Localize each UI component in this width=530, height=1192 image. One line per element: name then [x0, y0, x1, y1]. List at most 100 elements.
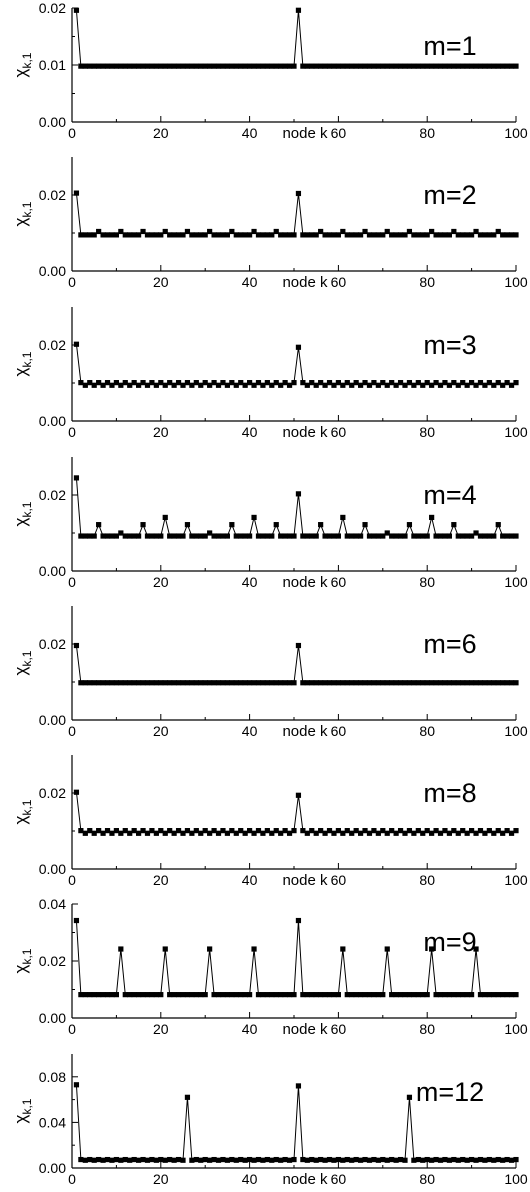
data-point: [109, 533, 115, 539]
data-point: [429, 63, 435, 69]
data-point: [500, 830, 506, 836]
data-point: [366, 1157, 373, 1163]
data-point: [295, 190, 302, 197]
data-point: [500, 533, 506, 539]
data-point: [433, 828, 439, 834]
data-point: [247, 232, 253, 238]
x-axis-label: node k: [282, 872, 328, 889]
data-point: [153, 533, 159, 539]
data-point: [273, 992, 279, 998]
data-point: [247, 992, 253, 998]
data-point: [429, 228, 435, 235]
data-point: [260, 63, 266, 69]
data-point: [322, 63, 328, 69]
data-point: [260, 680, 266, 686]
data-point: [473, 382, 479, 388]
data-point: [420, 680, 426, 686]
data-point: [229, 380, 235, 386]
data-point: [118, 530, 124, 536]
data-point: [446, 382, 452, 388]
data-point: [335, 63, 341, 69]
data-point: [136, 1157, 142, 1163]
data-point: [242, 1157, 248, 1163]
data-point: [411, 680, 417, 686]
data-point: [402, 830, 408, 836]
data-point: [91, 533, 97, 539]
data-point: [260, 830, 266, 836]
data-point: [260, 533, 266, 539]
data-point: [220, 533, 226, 539]
data-point: [442, 63, 448, 69]
data-point: [513, 992, 519, 998]
data-point: [397, 828, 404, 834]
data-point: [78, 828, 84, 834]
data-point: [91, 63, 97, 69]
data-point: [495, 522, 501, 528]
x-tick-label: 0: [68, 125, 76, 141]
chart-panel-8: 0 20 40 60 80 100 0.00 0.04 0.08 χk,1 node k m=12: [11, 1054, 528, 1188]
data-point: [349, 382, 355, 388]
y-axis-subscript: k,1: [20, 201, 34, 217]
data-point: [504, 680, 510, 686]
data-point: [286, 382, 293, 388]
y-axis-label: χk,1: [11, 948, 34, 973]
y-tick-label: 0.02: [39, 953, 66, 969]
x-axis-label: node k: [282, 274, 328, 291]
data-point: [193, 533, 199, 539]
data-point: [113, 828, 119, 834]
data-point: [446, 1157, 452, 1163]
data-point: [384, 680, 390, 686]
data-point: [136, 382, 142, 388]
data-point: [442, 828, 448, 834]
y-axis-label: χk,1: [11, 799, 34, 824]
data-point: [513, 680, 519, 686]
data-point: [247, 680, 253, 686]
data-point: [420, 992, 426, 998]
data-point: [433, 63, 439, 69]
x-axis-label: node k: [282, 1021, 328, 1038]
data-point: [326, 63, 333, 69]
data-point: [424, 63, 430, 69]
data-point: [429, 382, 435, 388]
data-point: [122, 380, 128, 386]
data-point: [282, 533, 288, 539]
data-point: [122, 680, 128, 686]
x-tick-label: 80: [419, 1021, 435, 1037]
data-point: [344, 63, 350, 69]
data-point: [189, 63, 195, 69]
data-point: [211, 1156, 217, 1163]
data-point: [495, 380, 501, 386]
data-point: [109, 992, 115, 998]
data-point: [464, 830, 470, 836]
data-point: [144, 680, 151, 686]
data-point: [118, 680, 124, 686]
data-point: [406, 228, 413, 235]
data-point: [158, 680, 164, 686]
data-point: [464, 232, 470, 238]
data-point: [326, 380, 333, 386]
data-point: [260, 232, 266, 238]
data-point: [300, 680, 306, 686]
data-point: [469, 380, 475, 386]
panel-label: m=8: [423, 778, 476, 808]
data-point: [353, 380, 359, 386]
data-point: [251, 946, 257, 952]
x-tick-label: 20: [153, 125, 169, 141]
data-point: [420, 533, 426, 539]
data-point: [504, 63, 510, 69]
data-point: [340, 830, 346, 836]
data-point: [469, 533, 475, 539]
data-point: [473, 228, 479, 235]
x-tick-label: 100: [504, 274, 528, 290]
data-point: [437, 1157, 444, 1163]
data-point: [153, 830, 159, 836]
data-point: [255, 232, 262, 238]
data-point: [393, 382, 399, 388]
data-point: [437, 63, 444, 69]
data-point: [211, 533, 217, 539]
data-point: [87, 533, 93, 539]
data-point: [229, 63, 235, 69]
data-point: [91, 992, 97, 998]
data-point: [389, 232, 395, 238]
data-point: [291, 992, 297, 998]
